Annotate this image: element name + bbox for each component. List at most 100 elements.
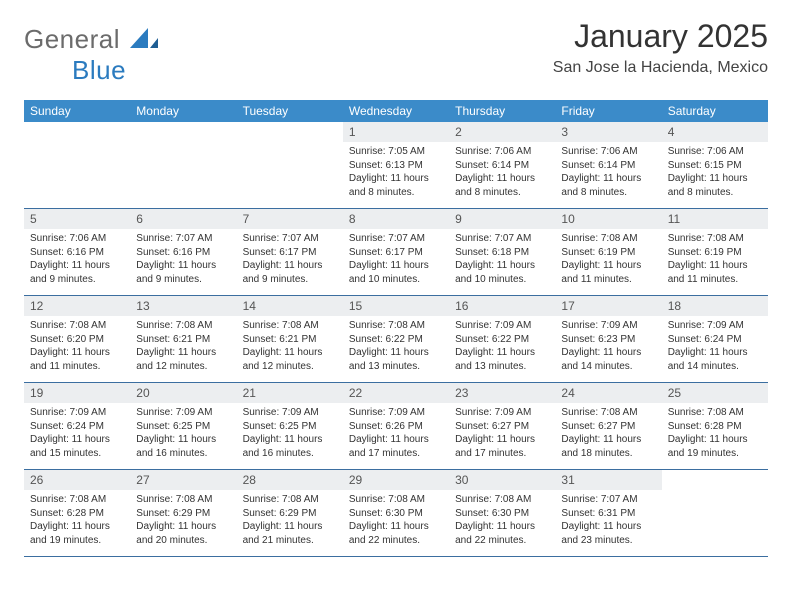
- sunset-line: Sunset: 6:20 PM: [30, 333, 124, 347]
- logo-word1: General: [24, 24, 120, 54]
- day-number: 20: [130, 383, 236, 403]
- sunrise-line: Sunrise: 7:08 AM: [349, 493, 443, 507]
- day-number: 23: [449, 383, 555, 403]
- day-body: Sunrise: 7:09 AMSunset: 6:24 PMDaylight:…: [24, 403, 130, 466]
- day-number: 2: [449, 122, 555, 142]
- sunrise-line: Sunrise: 7:07 AM: [349, 232, 443, 246]
- day-cell: 19Sunrise: 7:09 AMSunset: 6:24 PMDayligh…: [24, 383, 130, 469]
- sunrise-line: Sunrise: 7:08 AM: [668, 406, 762, 420]
- day-cell: 8Sunrise: 7:07 AMSunset: 6:17 PMDaylight…: [343, 209, 449, 295]
- daylight-line: Daylight: 11 hours and 23 minutes.: [561, 520, 655, 547]
- sunrise-line: Sunrise: 7:06 AM: [30, 232, 124, 246]
- sunset-line: Sunset: 6:17 PM: [243, 246, 337, 260]
- daylight-line: Daylight: 11 hours and 10 minutes.: [455, 259, 549, 286]
- sunrise-line: Sunrise: 7:08 AM: [668, 232, 762, 246]
- day-body: Sunrise: 7:08 AMSunset: 6:30 PMDaylight:…: [449, 490, 555, 553]
- calendar-page: General Blue January 2025 San Jose la Ha…: [0, 0, 792, 575]
- daylight-line: Daylight: 11 hours and 19 minutes.: [668, 433, 762, 460]
- week-row: 12Sunrise: 7:08 AMSunset: 6:20 PMDayligh…: [24, 296, 768, 383]
- weekday-monday: Monday: [130, 100, 236, 122]
- day-cell: [130, 122, 236, 208]
- day-number: 1: [343, 122, 449, 142]
- daylight-line: Daylight: 11 hours and 22 minutes.: [455, 520, 549, 547]
- sunrise-line: Sunrise: 7:08 AM: [30, 493, 124, 507]
- sunset-line: Sunset: 6:30 PM: [349, 507, 443, 521]
- day-cell: 6Sunrise: 7:07 AMSunset: 6:16 PMDaylight…: [130, 209, 236, 295]
- day-number: 6: [130, 209, 236, 229]
- sunrise-line: Sunrise: 7:06 AM: [561, 145, 655, 159]
- sunset-line: Sunset: 6:16 PM: [136, 246, 230, 260]
- daylight-line: Daylight: 11 hours and 8 minutes.: [561, 172, 655, 199]
- daylight-line: Daylight: 11 hours and 10 minutes.: [349, 259, 443, 286]
- day-body: Sunrise: 7:09 AMSunset: 6:22 PMDaylight:…: [449, 316, 555, 379]
- day-number: 29: [343, 470, 449, 490]
- day-body: Sunrise: 7:09 AMSunset: 6:23 PMDaylight:…: [555, 316, 661, 379]
- day-number: 25: [662, 383, 768, 403]
- day-body: Sunrise: 7:09 AMSunset: 6:24 PMDaylight:…: [662, 316, 768, 379]
- weeks-container: 1Sunrise: 7:05 AMSunset: 6:13 PMDaylight…: [24, 122, 768, 557]
- daylight-line: Daylight: 11 hours and 14 minutes.: [668, 346, 762, 373]
- sunset-line: Sunset: 6:25 PM: [243, 420, 337, 434]
- daylight-line: Daylight: 11 hours and 17 minutes.: [349, 433, 443, 460]
- day-cell: 2Sunrise: 7:06 AMSunset: 6:14 PMDaylight…: [449, 122, 555, 208]
- day-number: 30: [449, 470, 555, 490]
- weekday-saturday: Saturday: [662, 100, 768, 122]
- day-body: Sunrise: 7:05 AMSunset: 6:13 PMDaylight:…: [343, 142, 449, 205]
- sunrise-line: Sunrise: 7:07 AM: [136, 232, 230, 246]
- day-body: Sunrise: 7:08 AMSunset: 6:21 PMDaylight:…: [130, 316, 236, 379]
- day-body: Sunrise: 7:08 AMSunset: 6:19 PMDaylight:…: [555, 229, 661, 292]
- sunset-line: Sunset: 6:16 PM: [30, 246, 124, 260]
- day-number: [130, 122, 236, 126]
- day-body: Sunrise: 7:07 AMSunset: 6:16 PMDaylight:…: [130, 229, 236, 292]
- week-row: 19Sunrise: 7:09 AMSunset: 6:24 PMDayligh…: [24, 383, 768, 470]
- daylight-line: Daylight: 11 hours and 9 minutes.: [136, 259, 230, 286]
- day-number: 11: [662, 209, 768, 229]
- day-body: Sunrise: 7:06 AMSunset: 6:14 PMDaylight:…: [449, 142, 555, 205]
- sunrise-line: Sunrise: 7:08 AM: [455, 493, 549, 507]
- day-number: 21: [237, 383, 343, 403]
- sunrise-line: Sunrise: 7:06 AM: [668, 145, 762, 159]
- day-body: Sunrise: 7:08 AMSunset: 6:20 PMDaylight:…: [24, 316, 130, 379]
- day-cell: 14Sunrise: 7:08 AMSunset: 6:21 PMDayligh…: [237, 296, 343, 382]
- sunset-line: Sunset: 6:15 PM: [668, 159, 762, 173]
- sunset-line: Sunset: 6:26 PM: [349, 420, 443, 434]
- sunrise-line: Sunrise: 7:08 AM: [243, 319, 337, 333]
- day-body: Sunrise: 7:07 AMSunset: 6:18 PMDaylight:…: [449, 229, 555, 292]
- sunrise-line: Sunrise: 7:09 AM: [136, 406, 230, 420]
- sunrise-line: Sunrise: 7:08 AM: [561, 406, 655, 420]
- daylight-line: Daylight: 11 hours and 8 minutes.: [668, 172, 762, 199]
- day-cell: 24Sunrise: 7:08 AMSunset: 6:27 PMDayligh…: [555, 383, 661, 469]
- weekday-header: SundayMondayTuesdayWednesdayThursdayFrid…: [24, 100, 768, 122]
- day-body: Sunrise: 7:08 AMSunset: 6:19 PMDaylight:…: [662, 229, 768, 292]
- day-body: Sunrise: 7:06 AMSunset: 6:16 PMDaylight:…: [24, 229, 130, 292]
- sunset-line: Sunset: 6:22 PM: [455, 333, 549, 347]
- daylight-line: Daylight: 11 hours and 8 minutes.: [455, 172, 549, 199]
- day-number: 31: [555, 470, 661, 490]
- sunset-line: Sunset: 6:18 PM: [455, 246, 549, 260]
- logo: General Blue: [24, 18, 160, 86]
- logo-text: General Blue: [24, 24, 126, 86]
- sunrise-line: Sunrise: 7:09 AM: [30, 406, 124, 420]
- daylight-line: Daylight: 11 hours and 16 minutes.: [136, 433, 230, 460]
- sunset-line: Sunset: 6:14 PM: [561, 159, 655, 173]
- location: San Jose la Hacienda, Mexico: [553, 59, 768, 77]
- day-number: 24: [555, 383, 661, 403]
- day-cell: 9Sunrise: 7:07 AMSunset: 6:18 PMDaylight…: [449, 209, 555, 295]
- day-body: Sunrise: 7:06 AMSunset: 6:15 PMDaylight:…: [662, 142, 768, 205]
- day-number: 5: [24, 209, 130, 229]
- day-number: [237, 122, 343, 126]
- header: General Blue January 2025 San Jose la Ha…: [24, 18, 768, 86]
- sunrise-line: Sunrise: 7:08 AM: [136, 319, 230, 333]
- day-cell: [662, 470, 768, 556]
- sunset-line: Sunset: 6:22 PM: [349, 333, 443, 347]
- day-cell: 15Sunrise: 7:08 AMSunset: 6:22 PMDayligh…: [343, 296, 449, 382]
- day-number: 16: [449, 296, 555, 316]
- sunset-line: Sunset: 6:14 PM: [455, 159, 549, 173]
- daylight-line: Daylight: 11 hours and 9 minutes.: [243, 259, 337, 286]
- sunrise-line: Sunrise: 7:07 AM: [455, 232, 549, 246]
- sunrise-line: Sunrise: 7:08 AM: [30, 319, 124, 333]
- day-cell: 22Sunrise: 7:09 AMSunset: 6:26 PMDayligh…: [343, 383, 449, 469]
- day-cell: 11Sunrise: 7:08 AMSunset: 6:19 PMDayligh…: [662, 209, 768, 295]
- day-body: Sunrise: 7:09 AMSunset: 6:25 PMDaylight:…: [237, 403, 343, 466]
- sunset-line: Sunset: 6:24 PM: [30, 420, 124, 434]
